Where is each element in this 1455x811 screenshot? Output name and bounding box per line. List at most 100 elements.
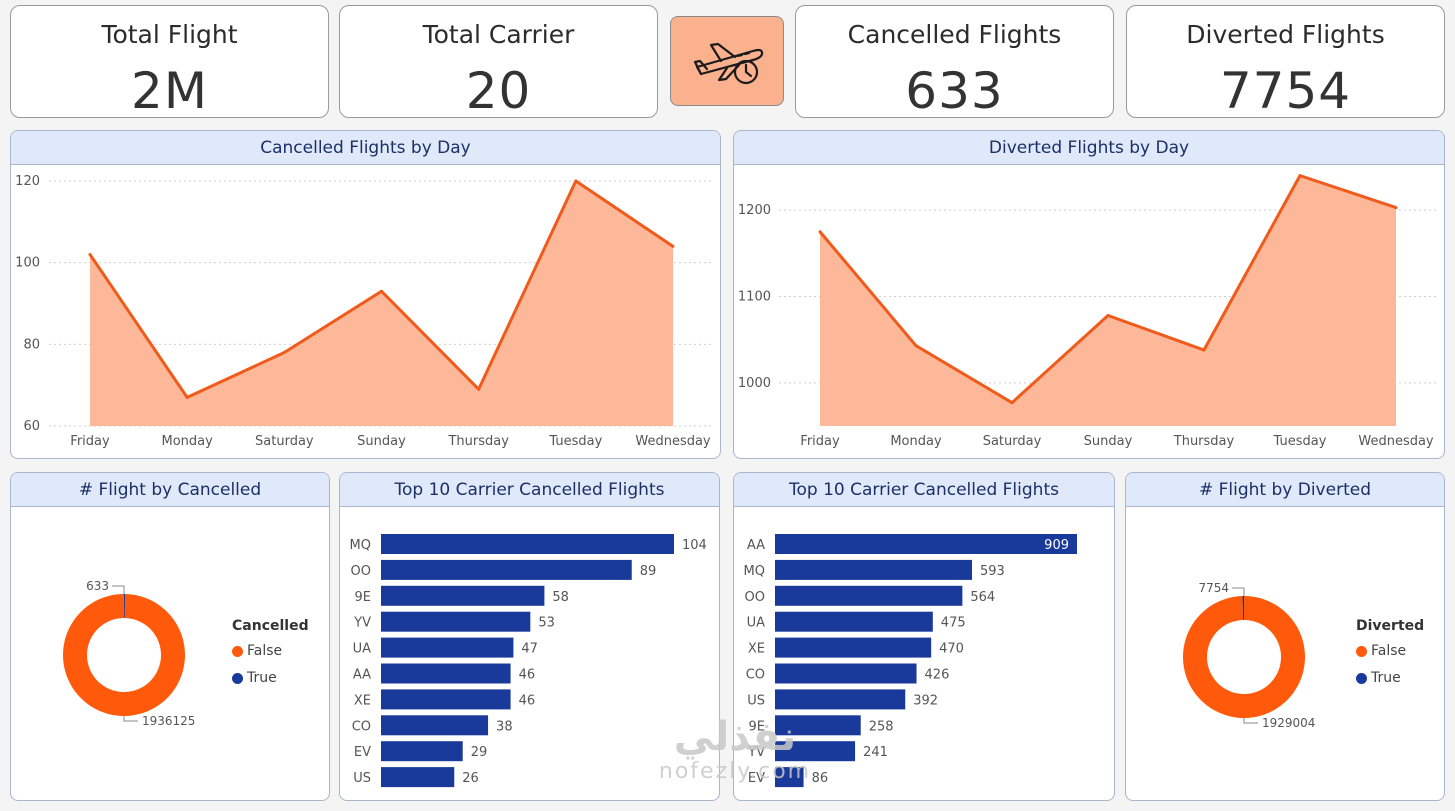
bar [381,534,674,554]
bar [381,663,511,684]
legend-label: True [1371,670,1401,686]
legend-dot [1356,672,1367,684]
data-point [1106,313,1110,317]
chart-title: Cancelled Flights by Day [11,131,720,165]
data-label: 47 [521,642,538,657]
category-label: XE [354,693,371,708]
data-point [88,253,92,256]
data-label: 53 [538,616,555,631]
legend-item-false[interactable]: False [1356,643,1424,659]
kpi-value: 633 [905,62,1004,120]
legend-label: True [247,670,277,686]
y-tick-label: 100 [15,256,40,271]
legend-title: Diverted [1356,618,1425,634]
donut-slice [62,594,185,716]
legend-item-false[interactable]: False [232,643,309,659]
x-tick-label: Saturday [983,434,1042,449]
chart-title: # Flight by Diverted [1126,473,1444,507]
category-label: UA [353,642,372,657]
x-tick-label: Tuesday [548,434,602,449]
y-tick-label: 1200 [738,203,771,218]
slice-label: 1929004 [1262,716,1315,730]
data-point [380,289,383,293]
x-tick-label: Sunday [1084,434,1133,449]
bar [775,611,933,632]
data-label: 58 [552,590,569,605]
cancelled-legend: Cancelled False True [232,618,309,697]
category-label: OO [351,564,371,579]
chart-title: Top 10 Carrier Cancelled Flights [340,473,719,507]
kpi-card-diverted-flights: Diverted Flights 7754 [1126,5,1445,120]
bar [381,715,489,736]
bar [381,559,632,580]
bar [775,741,856,762]
cancelled-donut-chart: 633 1936125 [62,579,195,728]
data-point [1394,206,1398,210]
kpi-title: Diverted Flights [1186,20,1385,49]
data-label: 89 [640,564,657,579]
kpi-title: Cancelled Flights [847,20,1062,49]
data-point [477,387,481,391]
category-label: 9E [749,719,766,734]
flight-by-diverted-panel: # Flight by Diverted 7754 1929004 Diverte… [1125,472,1445,801]
data-point [818,230,822,234]
kpi-card-total-flight: Total Flight 2M [10,5,329,120]
flight-by-cancelled-panel: # Flight by Cancelled 633 1936125 Cancell… [10,472,330,801]
data-label: 475 [941,616,966,631]
kpi-value: 20 [465,62,532,120]
donut-slice [1242,596,1244,621]
y-tick-label: 60 [23,419,40,434]
legend-dot [1356,645,1367,657]
legend-label: False [1371,643,1407,659]
data-label: 46 [519,693,536,708]
donut-slice [1183,596,1305,718]
top-carrier-cancelled-chart: MQ 104 OO 89 9E 58 YV 53 UA 47 AA 46 XE 46 CO 38 EV 29 US 2… [350,534,707,788]
x-tick-label: Sunday [357,434,406,449]
top-carrier-diverted-panel: Top 10 Carrier Cancelled Flights AA 909 MQ… [733,472,1115,801]
leader-line [123,716,138,722]
category-label: YV [747,745,765,760]
category-label: XE [748,642,765,657]
bar [381,741,463,762]
data-label: 909 [1044,538,1069,553]
area-fill [90,181,673,426]
bar [775,767,804,788]
legend-title: Cancelled [232,618,309,634]
data-point [185,395,189,399]
x-tick-label: Thursday [1173,434,1235,449]
data-label: 86 [812,771,829,786]
diverted-legend: Diverted False True [1356,618,1424,697]
data-label: 392 [913,693,938,708]
x-tick-label: Monday [162,434,214,449]
category-label: CO [352,719,371,734]
kpi-title: Total Flight [101,20,238,49]
bar [775,534,1077,554]
slice-label: 7754 [1198,581,1229,595]
data-label: 564 [970,590,995,605]
y-tick-label: 1000 [738,376,771,391]
cancelled-by-day-chart: 60 80 100 120 Friday Monday Saturday Sunday Thur… [15,174,711,449]
kpi-title: Total Carrier [422,20,575,49]
x-tick-label: Saturday [255,434,314,449]
watermark-arabic: نفذلي [673,714,797,760]
top-carrier-cancelled-panel: Top 10 Carrier Cancelled Flights MQ 104 OO… [339,472,720,801]
data-label: 426 [925,668,950,683]
category-label: EV [748,771,765,786]
bar [775,585,963,606]
category-label: US [747,693,765,708]
category-label: OO [745,590,765,605]
category-label: MQ [744,564,765,579]
legend-item-true[interactable]: True [232,670,309,686]
x-tick-label: Monday [890,434,942,449]
x-tick-label: Tuesday [1273,434,1327,449]
leader-line [1232,587,1245,596]
legend-item-true[interactable]: True [1356,670,1424,686]
data-point [282,351,286,354]
kpi-card-total-carrier: Total Carrier 20 [339,5,658,120]
bar [381,585,545,606]
legend-dot [232,645,243,657]
legend-dot [232,672,243,684]
category-label: MQ [350,538,371,553]
legend-label: False [247,643,283,659]
diverted-by-day-chart: 1000 1100 1200 Friday Monday Saturday Sunday Th… [738,174,1436,449]
